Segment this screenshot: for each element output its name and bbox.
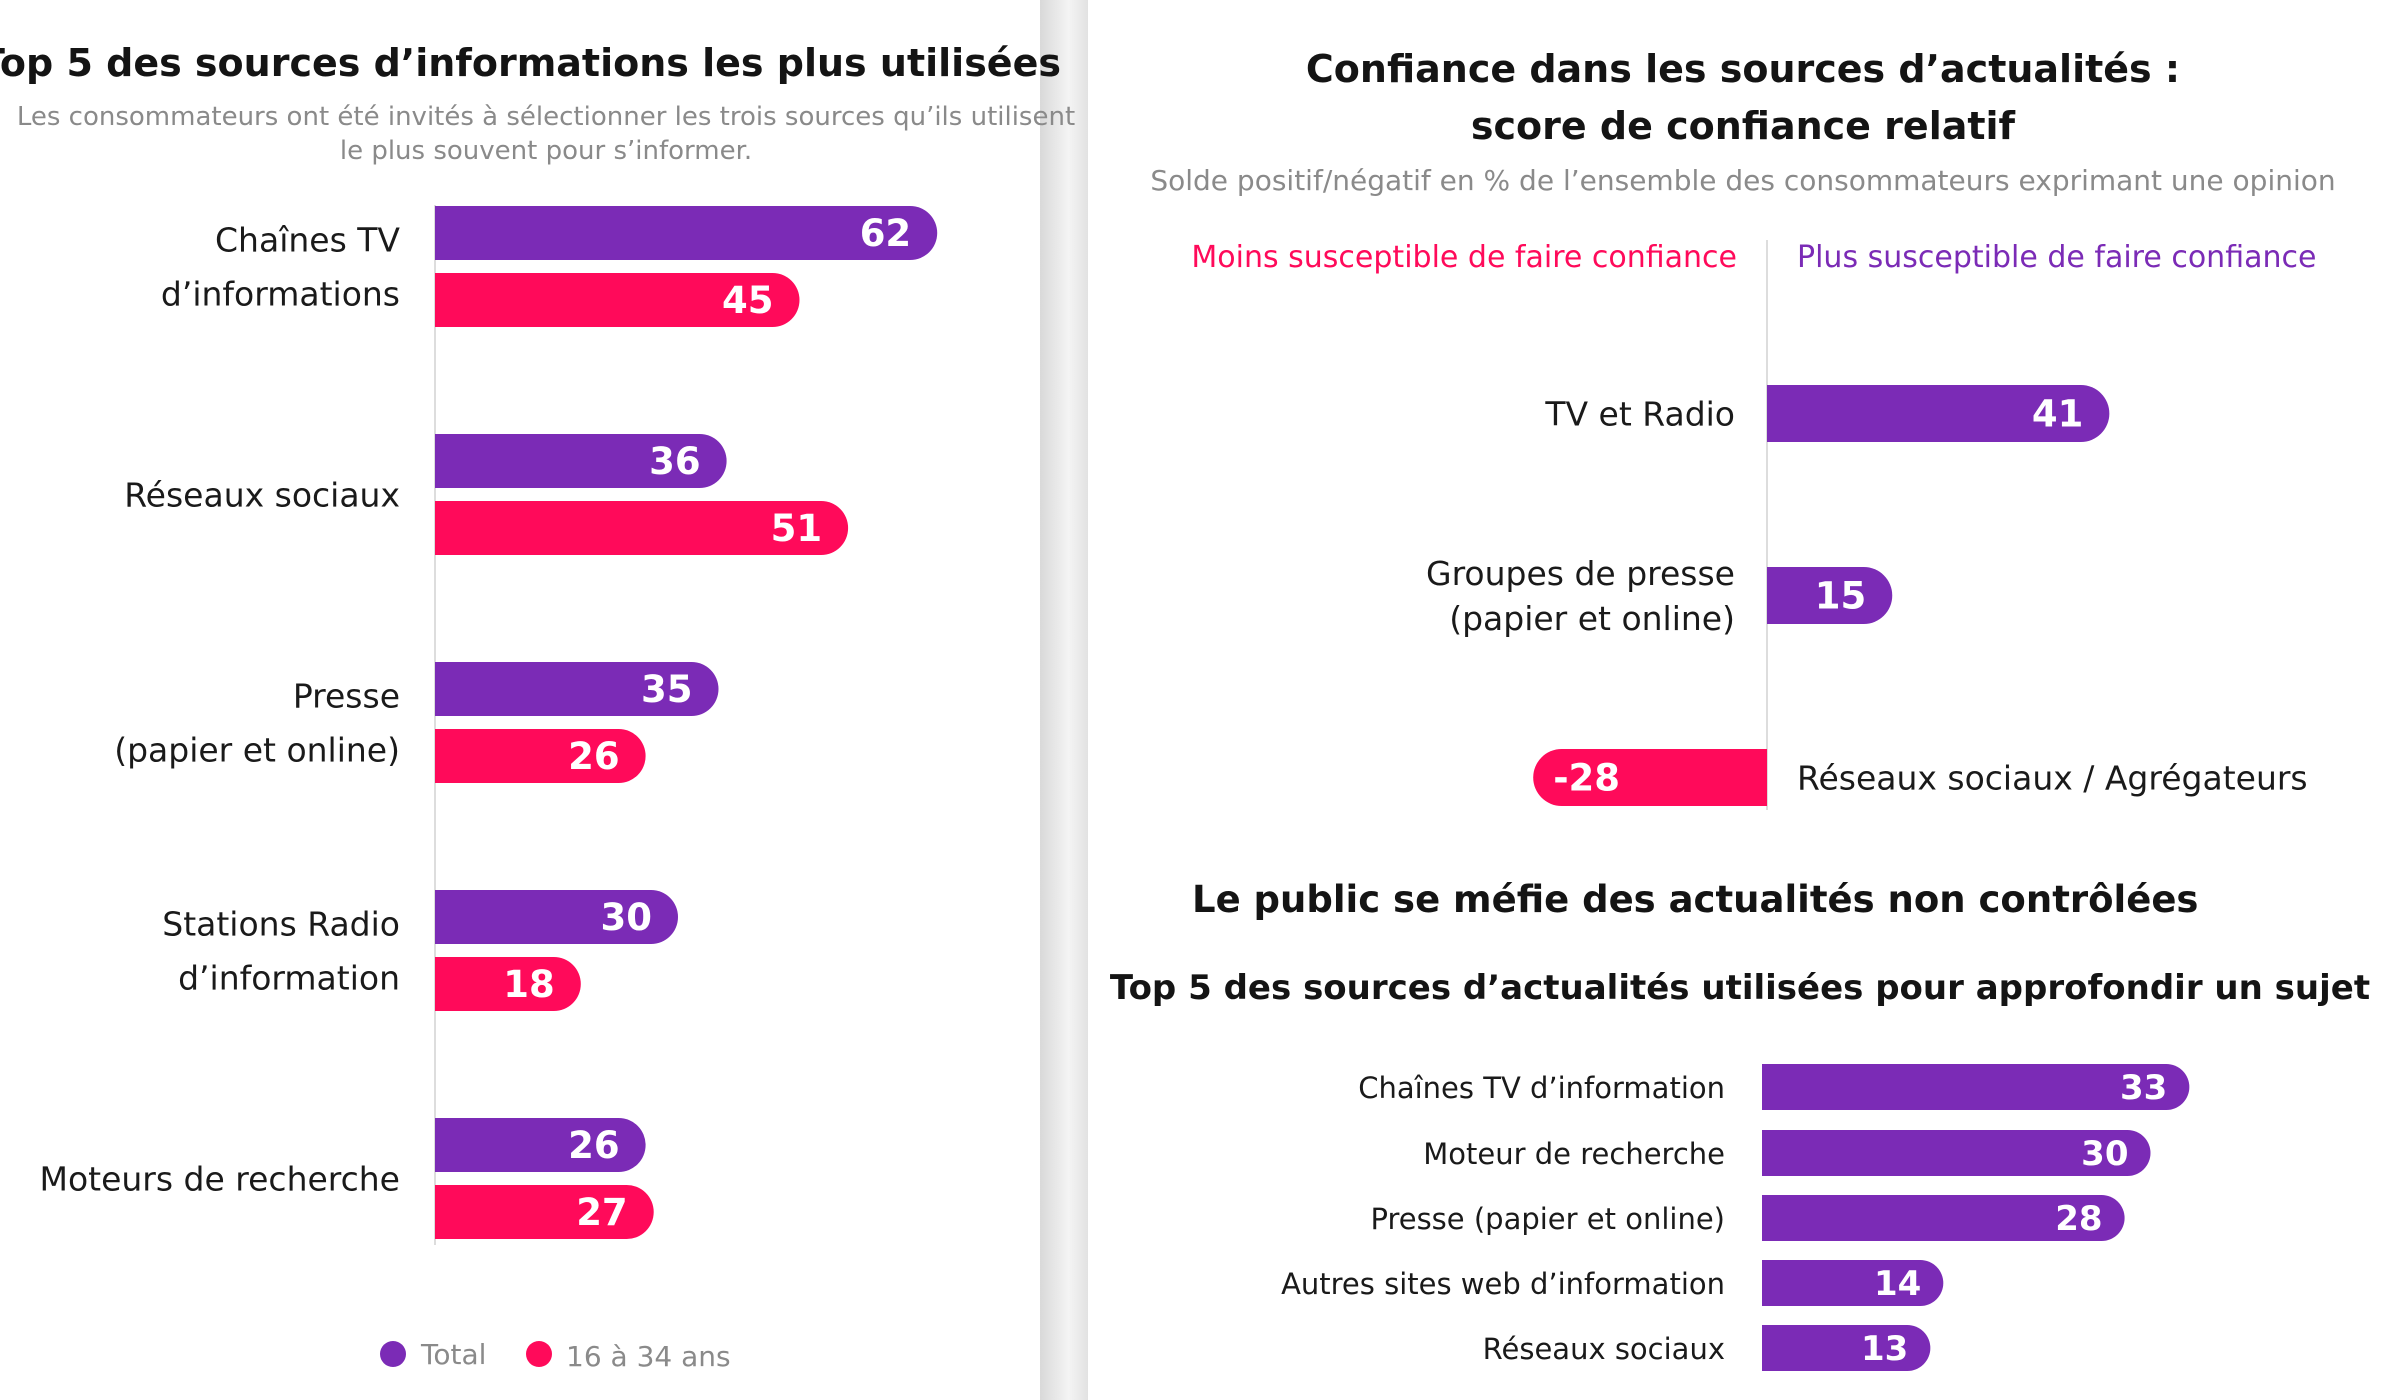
chart-subtitle: Les consommateurs ont été invités à séle… (17, 102, 1075, 132)
bar (1762, 1260, 1944, 1306)
category-label: Réseaux sociaux (1483, 1332, 1725, 1366)
data-label: 51 (771, 507, 823, 550)
bar (1762, 1064, 2190, 1110)
bar (435, 434, 727, 488)
data-label: 26 (568, 735, 620, 778)
legend-marker-16-34 (526, 1341, 552, 1367)
category-label: Moteur de recherche (1423, 1137, 1725, 1171)
data-label: 18 (503, 963, 555, 1006)
bar (1762, 1325, 1931, 1371)
category-label: d’informations (161, 275, 400, 314)
bar (435, 501, 849, 555)
data-label: 62 (860, 212, 912, 255)
legend-label: Total (420, 1338, 486, 1371)
bar (435, 273, 800, 327)
category-label: Groupes de presse (1426, 554, 1735, 593)
data-label: 36 (649, 440, 701, 483)
category-label: d’information (178, 959, 400, 998)
bar (1533, 749, 1767, 806)
data-label: 41 (2032, 393, 2084, 436)
bar (1767, 567, 1893, 624)
data-label: 28 (2055, 1199, 2102, 1239)
category-label: Stations Radio (162, 905, 400, 944)
page-gutter (1040, 0, 1088, 1400)
category-label: Presse (293, 677, 400, 716)
bar (1762, 1130, 2151, 1176)
bar (435, 662, 719, 716)
data-label: 26 (568, 1124, 620, 1167)
data-label: 30 (2081, 1134, 2128, 1174)
category-label: Autres sites web d’information (1281, 1267, 1725, 1301)
chart-title: Top 5 des sources d’informations les plu… (0, 41, 1061, 85)
bar (1762, 1195, 2125, 1241)
chart-subtitle: le plus souvent pour s’informer. (340, 136, 752, 166)
category-label: Presse (papier et online) (1370, 1202, 1725, 1236)
legend-marker-total (380, 1341, 406, 1367)
category-label: TV et Radio (1544, 395, 1735, 434)
bar (435, 1185, 654, 1239)
side-label-negative: Moins susceptible de faire confiance (1191, 240, 1737, 275)
data-label: 15 (1815, 575, 1867, 618)
data-label: 45 (722, 279, 774, 322)
section-heading: Le public se méfie des actualités non co… (1192, 878, 2198, 921)
data-label: 33 (2120, 1068, 2167, 1108)
data-label: -28 (1553, 757, 1620, 800)
bar (435, 957, 581, 1011)
bar (1767, 385, 2110, 442)
bar (435, 729, 646, 783)
category-label: (papier et online) (114, 731, 400, 770)
category-label: Réseaux sociaux (124, 476, 400, 515)
bar (435, 206, 938, 260)
category-label: Réseaux sociaux / Agrégateurs (1797, 759, 2308, 798)
data-label: 27 (576, 1191, 628, 1234)
chart-title: Top 5 des sources d’actualités utilisées… (1110, 968, 2370, 1008)
data-label: 13 (1861, 1329, 1908, 1369)
data-label: 30 (601, 896, 653, 939)
category-label: Moteurs de recherche (39, 1160, 400, 1199)
data-label: 14 (1874, 1264, 1921, 1304)
category-label: Chaînes TV (215, 221, 400, 260)
chart-subtitle: Solde positif/négatif en % de l’ensemble… (1150, 164, 2335, 197)
data-label: 35 (641, 668, 693, 711)
side-label-positive: Plus susceptible de faire confiance (1797, 240, 2316, 275)
bar (435, 1118, 646, 1172)
category-label: (papier et online) (1449, 599, 1735, 638)
bar (435, 890, 678, 944)
chart-title: Confiance dans les sources d’actualités … (1306, 47, 2180, 91)
right-chart-panel (1088, 0, 2406, 1400)
category-label: Chaînes TV d’information (1358, 1071, 1725, 1105)
chart-title: score de confiance relatif (1471, 104, 2016, 148)
legend-label: 16 à 34 ans (566, 1340, 731, 1373)
